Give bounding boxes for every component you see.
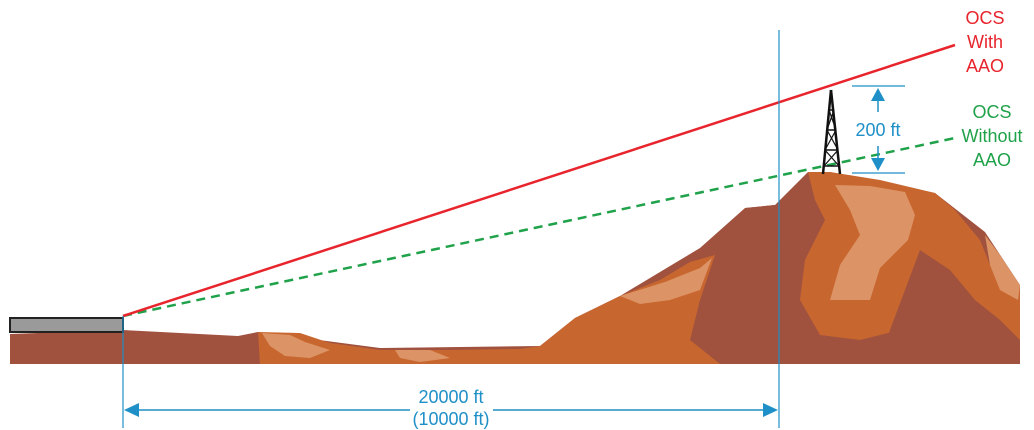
- terrain-dark-inner: [880, 250, 1020, 364]
- ocs-without-aao-label: OCS Without AAO: [961, 102, 1022, 170]
- terrain-light-right: [985, 235, 1020, 300]
- distance-label-secondary: (10000 ft): [412, 409, 489, 429]
- terrain-dark-streak: [720, 205, 800, 364]
- height-dimension: 200 ft: [852, 85, 905, 174]
- svg-text:AAO: AAO: [973, 150, 1011, 170]
- svg-text:OCS: OCS: [965, 8, 1004, 28]
- ocs-with-aao-label: OCS With AAO: [965, 8, 1004, 76]
- terrain-light-left: [262, 333, 330, 358]
- ocs-with-aao-line: [122, 43, 956, 318]
- distance-label-primary: 20000 ft: [418, 387, 483, 407]
- distance-dimension: 20000 ft (10000 ft): [124, 387, 778, 429]
- terrain-light-left-2: [395, 350, 450, 362]
- svg-text:With: With: [967, 32, 1003, 52]
- svg-text:OCS: OCS: [972, 102, 1011, 122]
- terrain-orange-left: [258, 255, 720, 364]
- terrain-light-peak: [830, 185, 915, 300]
- terrain-light-mid: [620, 258, 712, 304]
- svg-text:AAO: AAO: [966, 56, 1004, 76]
- transmission-tower-icon: [821, 89, 842, 175]
- height-label: 200 ft: [855, 120, 900, 140]
- ocs-without-aao-line: [122, 136, 956, 318]
- runway-threshold: [9, 317, 124, 333]
- terrain-hill: [10, 172, 1020, 364]
- svg-text:Without: Without: [961, 126, 1022, 146]
